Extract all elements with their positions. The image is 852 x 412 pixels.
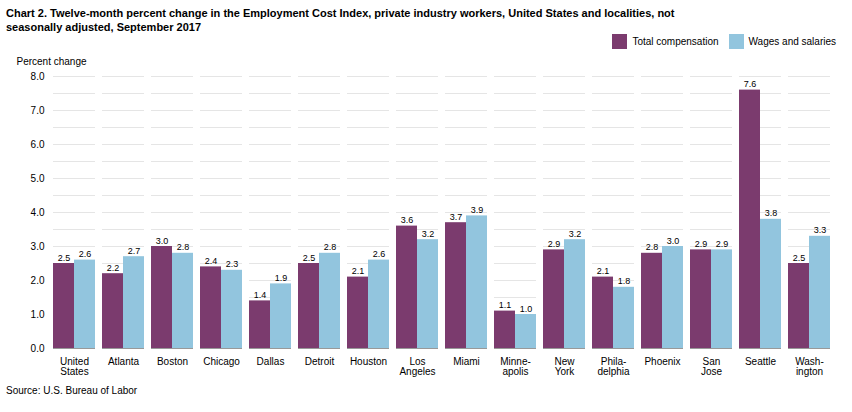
svg-text:3.0: 3.0	[667, 236, 680, 246]
svg-text:2.8: 2.8	[646, 242, 659, 252]
svg-text:3.0: 3.0	[31, 241, 45, 252]
svg-text:2.9: 2.9	[695, 239, 708, 249]
svg-text:3.0: 3.0	[156, 236, 169, 246]
svg-text:2.8: 2.8	[324, 242, 337, 252]
svg-text:Phila-delphia: Phila-delphia	[597, 356, 630, 377]
html-text:Wages and salaries: Wages and salaries	[748, 36, 836, 47]
svg-text:Atlanta: Atlanta	[108, 356, 140, 367]
svg-text:2.9: 2.9	[716, 239, 729, 249]
svg-text:2.0: 2.0	[31, 275, 45, 286]
svg-text:1.0: 1.0	[520, 304, 533, 314]
svg-text:1.1: 1.1	[499, 300, 512, 310]
svg-text:Seattle: Seattle	[745, 356, 777, 367]
svg-text:2.4: 2.4	[205, 256, 218, 266]
svg-text:Boston: Boston	[157, 356, 188, 367]
svg-text:SanJose: SanJose	[701, 356, 723, 377]
svg-text:2.5: 2.5	[793, 253, 806, 263]
svg-text:1.8: 1.8	[618, 276, 631, 286]
html-text:Total compensation: Total compensation	[632, 36, 719, 47]
svg-text:3.9: 3.9	[471, 205, 484, 215]
svg-text:2.2: 2.2	[107, 263, 120, 273]
svg-text:0.0: 0.0	[31, 343, 45, 354]
svg-text:6.0: 6.0	[31, 139, 45, 150]
html-text:Chart 2. Twelve-month percent: Chart 2. Twelve-month percent change in …	[6, 7, 675, 33]
svg-text:7.6: 7.6	[744, 79, 757, 89]
svg-text:Detroit: Detroit	[305, 356, 335, 367]
svg-text:2.5: 2.5	[303, 253, 316, 263]
svg-text:2.9: 2.9	[548, 239, 561, 249]
svg-text:LosAngeles: LosAngeles	[399, 356, 435, 377]
svg-text:Minne-apolis: Minne-apolis	[500, 356, 531, 377]
svg-text:2.8: 2.8	[177, 242, 190, 252]
svg-text:Wash-ington: Wash-ington	[795, 356, 824, 377]
svg-text:3.8: 3.8	[765, 208, 778, 218]
svg-text:Dallas: Dallas	[257, 356, 285, 367]
svg-text:3.3: 3.3	[814, 225, 827, 235]
svg-text:7.0: 7.0	[31, 105, 45, 116]
svg-text:3.6: 3.6	[401, 215, 414, 225]
svg-text:4.0: 4.0	[31, 207, 45, 218]
svg-text:3.7: 3.7	[450, 212, 463, 222]
svg-text:2.6: 2.6	[373, 249, 386, 259]
svg-text:NewYork: NewYork	[554, 356, 575, 377]
html-text:Source: U.S. Bureau of Labor: Source: U.S. Bureau of Labor	[6, 385, 138, 396]
svg-text:Percent change: Percent change	[17, 56, 87, 67]
svg-text:2.3: 2.3	[226, 259, 239, 269]
svg-text:3.2: 3.2	[569, 229, 582, 239]
svg-text:3.2: 3.2	[422, 229, 435, 239]
svg-text:Houston: Houston	[350, 356, 387, 367]
svg-text:5.0: 5.0	[31, 173, 45, 184]
svg-text:UnitedStates: UnitedStates	[60, 356, 89, 377]
svg-text:2.6: 2.6	[79, 249, 92, 259]
svg-text:2.1: 2.1	[597, 266, 610, 276]
svg-text:Miami: Miami	[453, 356, 480, 367]
svg-text:8.0: 8.0	[31, 71, 45, 82]
svg-text:2.5: 2.5	[58, 253, 71, 263]
svg-text:1.0: 1.0	[31, 309, 45, 320]
svg-text:2.7: 2.7	[128, 246, 141, 256]
svg-text:1.4: 1.4	[254, 290, 267, 300]
svg-text:Chicago: Chicago	[203, 356, 240, 367]
svg-text:1.9: 1.9	[275, 273, 288, 283]
svg-text:Phoenix: Phoenix	[644, 356, 680, 367]
svg-text:2.1: 2.1	[352, 266, 365, 276]
